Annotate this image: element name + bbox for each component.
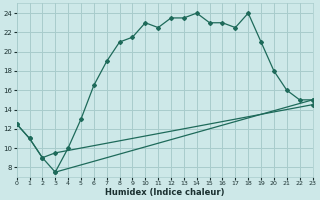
X-axis label: Humidex (Indice chaleur): Humidex (Indice chaleur) xyxy=(105,188,224,197)
